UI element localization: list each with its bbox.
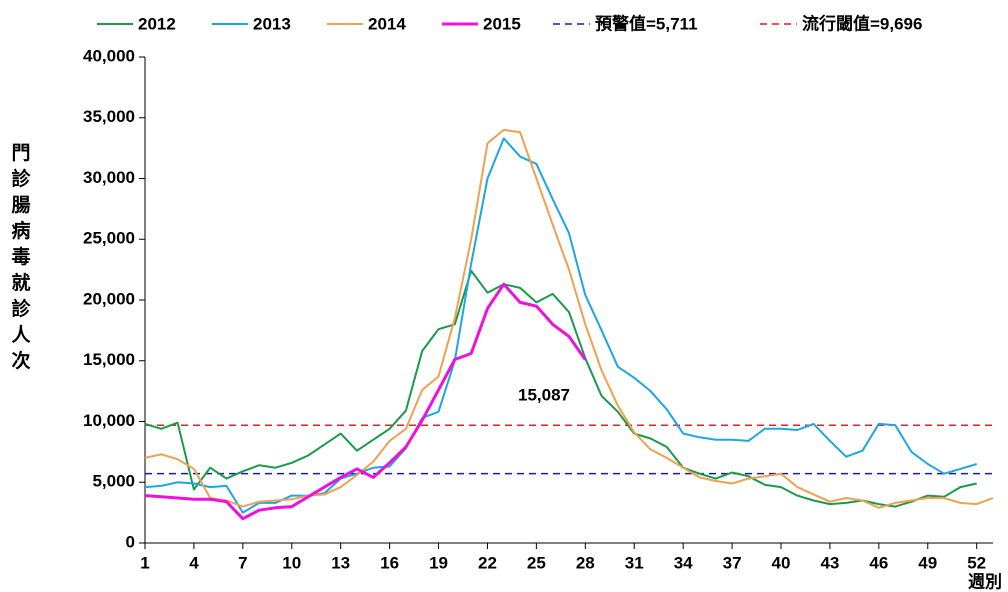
y-tick-label: 10,000 — [83, 411, 135, 430]
legend-label: 2014 — [368, 14, 406, 33]
y-axis-label: 門診腸病毒就診人次 — [11, 142, 31, 372]
x-tick-label: 16 — [380, 553, 399, 572]
x-tick-label: 25 — [527, 553, 546, 572]
x-tick-label: 19 — [429, 553, 448, 572]
legend-label: 流行閾值=9,696 — [802, 13, 922, 33]
legend-label: 2015 — [483, 14, 521, 33]
x-tick-label: 49 — [918, 553, 937, 572]
y-tick-label: 30,000 — [83, 168, 135, 187]
series-line — [144, 137, 977, 514]
x-tick-label: 46 — [869, 553, 888, 572]
y-tick-label: 15,000 — [83, 350, 135, 369]
x-tick-label: 7 — [238, 553, 247, 572]
x-tick-label: 34 — [674, 553, 693, 572]
y-tick-label: 20,000 — [83, 289, 135, 308]
x-tick-label: 43 — [820, 553, 839, 572]
series-line — [144, 269, 977, 508]
y-tick-label: 40,000 — [83, 46, 135, 65]
x-tick-label: 37 — [723, 553, 742, 572]
y-tick-label: 25,000 — [83, 229, 135, 248]
x-tick-label: 40 — [772, 553, 791, 572]
x-tick-label: 28 — [576, 553, 595, 572]
x-tick-label: 10 — [282, 553, 301, 572]
y-tick-label: 5,000 — [92, 472, 135, 491]
x-tick-label: 31 — [625, 553, 644, 572]
y-tick-label: 35,000 — [83, 107, 135, 126]
series-line — [144, 128, 994, 509]
x-axis-label: 週別 — [968, 572, 1002, 591]
y-tick-label: 0 — [126, 532, 135, 551]
x-tick-label: 1 — [140, 553, 149, 572]
series-line — [144, 282, 587, 521]
legend-label: 2012 — [138, 14, 176, 33]
x-tick-label: 4 — [189, 553, 199, 572]
x-tick-label: 52 — [967, 553, 986, 572]
legend-label: 2013 — [253, 14, 291, 33]
x-tick-label: 13 — [331, 553, 350, 572]
x-tick-label: 22 — [478, 553, 497, 572]
annotation: 15,087 — [518, 385, 570, 404]
legend-label: 預警值=5,711 — [595, 13, 698, 33]
